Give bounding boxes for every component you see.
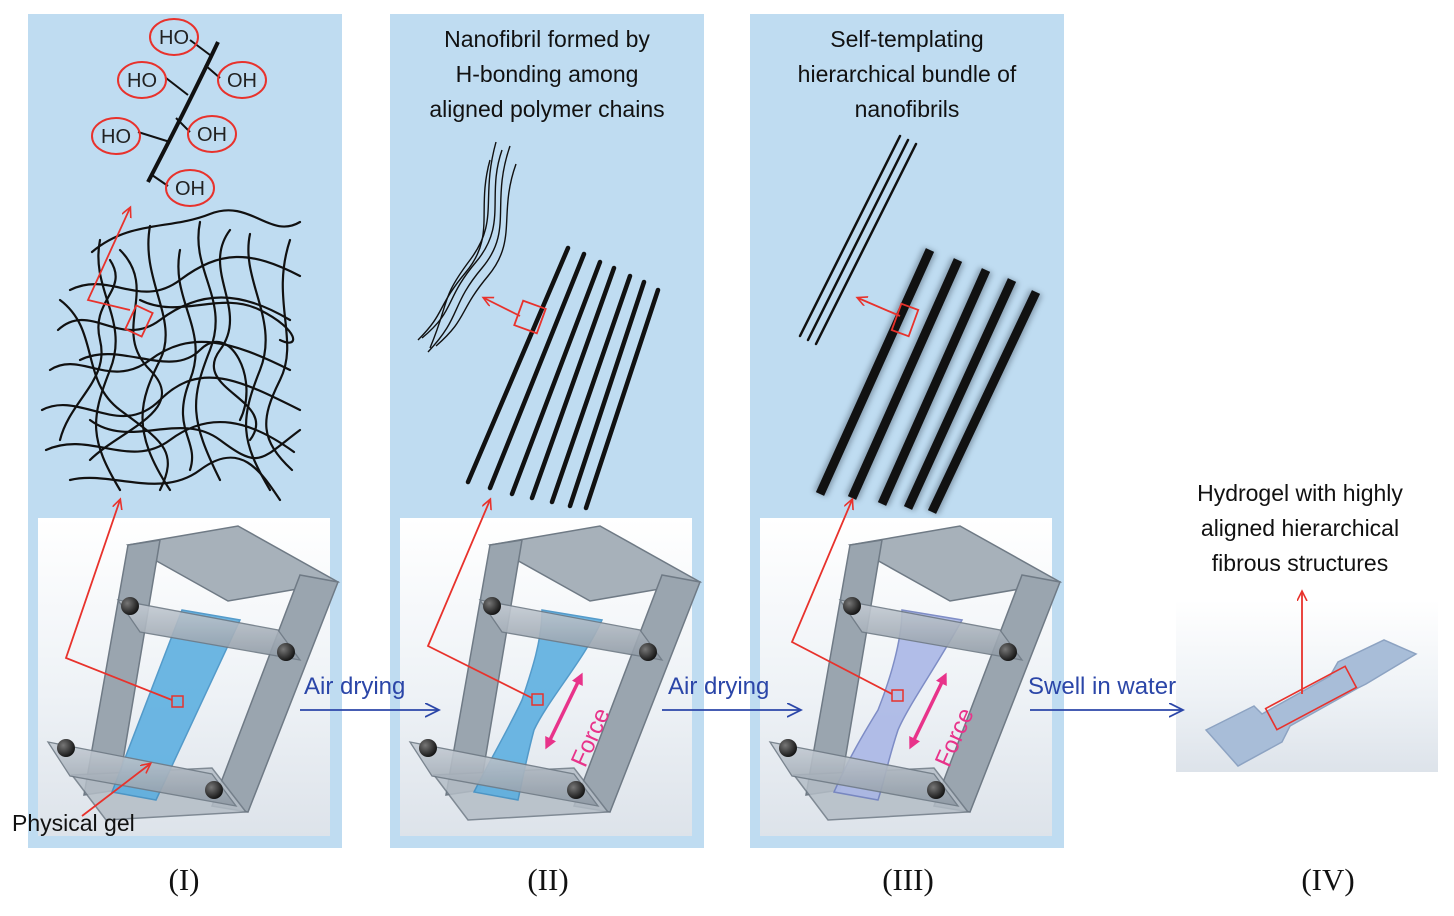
svg-text:OH: OH [175,178,205,200]
transition-label-air-drying-1: Air drying [304,673,406,700]
stage-numeral-3: (III) [882,862,934,897]
force-arrow [545,672,583,750]
svg-text:HO: HO [101,126,131,148]
stage-3-caption: Self-templating hierarchical bundle of n… [797,26,1017,122]
polymer-network [40,209,302,502]
fibril-bundles [813,247,1043,515]
hydroxyl-group: HO [91,117,141,155]
stage-4-caption: Hydrogel with highly aligned hierarchica… [1197,480,1403,576]
svg-text:HO: HO [127,70,157,92]
hydroxyl-group: HO [149,18,199,56]
polymer-backbone [146,41,220,183]
aligned-fibers [465,245,661,511]
hydroxyl-group: OH [187,115,237,153]
force-arrow [909,672,947,750]
svg-text:HO: HO [159,27,189,49]
gel-strip [110,609,242,801]
stage-4-illustration [1176,592,1438,772]
hydroxyl-group: OH [217,61,267,99]
stage-2-illustration [400,141,701,836]
stage-2-caption: Nanofibril formed by H-bonding among ali… [429,26,665,122]
physical-gel-label: Physical gel [12,810,135,836]
stage-1-illustration: HO HO OH HO OH OH [38,18,339,836]
hydrogel-sample [1204,639,1418,767]
hydroxyl-group: HO [117,61,167,99]
stage-3-illustration [760,134,1061,836]
transition-label-swell: Swell in water [1028,673,1177,700]
stage-numeral-2: (II) [527,862,569,897]
svg-text:OH: OH [197,124,227,146]
svg-text:OH: OH [227,70,257,92]
stage-numeral-1: (I) [168,862,200,897]
stage-numeral-4: (IV) [1301,862,1355,897]
transition-label-air-drying-2: Air drying [668,673,770,700]
hydroxyl-group: OH [165,169,215,207]
